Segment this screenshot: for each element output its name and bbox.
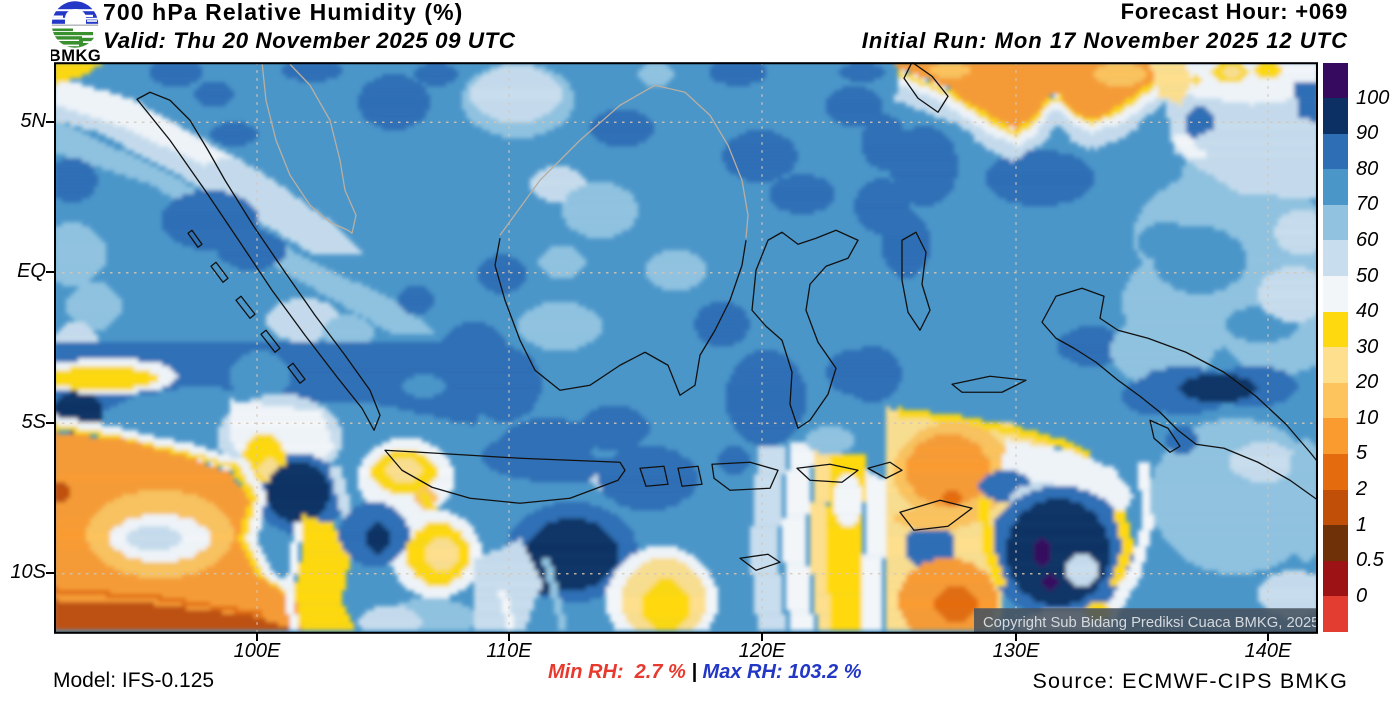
svg-text:BMKG: BMKG [51,47,101,63]
svg-text:Copyright Sub Bidang Prediksi: Copyright Sub Bidang Prediksi Cuaca BMKG… [983,615,1318,631]
